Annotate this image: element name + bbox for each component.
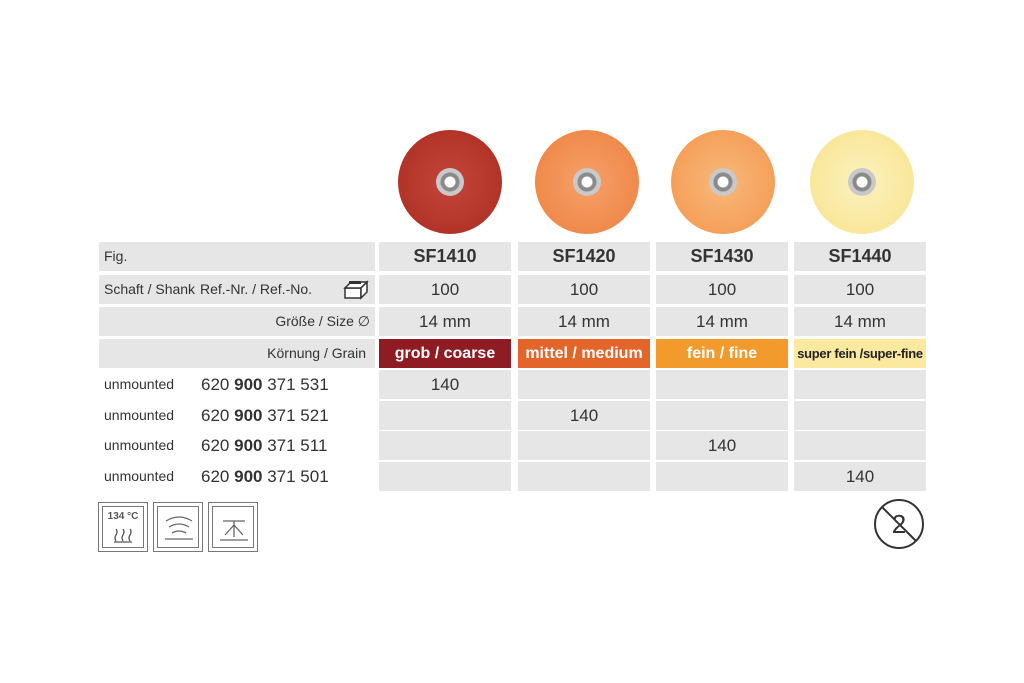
quantity-cell	[379, 401, 511, 430]
size-value: 14 mm	[794, 307, 926, 336]
quantity-cell	[794, 431, 926, 460]
ref-part-a: 620	[201, 406, 230, 425]
quantity-cell	[656, 462, 788, 491]
shank-value: 100	[379, 275, 511, 304]
quantity-cell: 140	[794, 462, 926, 491]
size-value: 14 mm	[518, 307, 650, 336]
sterilize-temp-label: 134 °C	[107, 511, 139, 522]
disc-sf1410	[398, 130, 502, 234]
quantity-cell	[794, 401, 926, 430]
product-code-header: SF1410	[379, 242, 511, 271]
mount-type-label: unmounted	[104, 437, 175, 453]
shank-type-icon	[343, 280, 369, 300]
ref-part-a: 620	[201, 467, 230, 486]
shank-label: Schaft / Shank	[104, 281, 196, 297]
refno-label: Ref.-Nr. / Ref.-No.	[200, 281, 313, 297]
disc-sf1420	[535, 130, 639, 234]
grain-value: super fein /super-fine	[794, 339, 926, 368]
grain-value: fein / fine	[656, 339, 788, 368]
ref-number: 620 900 371 501	[201, 462, 329, 491]
ultrasonic-clean-icon	[153, 502, 203, 552]
grain-row-label-cell	[99, 339, 375, 368]
grain-value: mittel / medium	[518, 339, 650, 368]
mount-type-label: unmounted	[104, 376, 175, 392]
shank-row-label-cell	[99, 275, 375, 304]
disc-hub	[436, 168, 464, 196]
steam-sterilize-icon: 134 °C	[98, 502, 148, 552]
ref-part-a: 620	[201, 375, 230, 394]
ref-part-b: 900	[234, 436, 263, 455]
size-value: 14 mm	[379, 307, 511, 336]
ref-number: 620 900 371 531	[201, 370, 329, 399]
mount-type-label: unmounted	[104, 468, 175, 484]
quantity-cell	[656, 401, 788, 430]
ref-part-b: 900	[234, 467, 263, 486]
grain-value: grob / coarse	[379, 339, 511, 368]
ref-part-c: 371 511	[267, 436, 328, 455]
quantity-cell	[794, 370, 926, 399]
quantity-cell	[518, 370, 650, 399]
quantity-cell	[656, 370, 788, 399]
ref-part-c: 371 521	[267, 406, 329, 425]
size-value: 14 mm	[656, 307, 788, 336]
quantity-cell: 140	[656, 431, 788, 460]
fig-row-label-cell	[99, 242, 375, 271]
disinfect-icon	[208, 502, 258, 552]
ref-part-c: 371 501	[267, 467, 329, 486]
ref-part-c: 371 531	[267, 375, 329, 394]
grain-label: Körnung / Grain	[267, 345, 366, 361]
size-label: Größe / Size ∅	[275, 313, 370, 329]
ref-part-b: 900	[234, 406, 263, 425]
ref-part-a: 620	[201, 436, 230, 455]
shank-value: 100	[656, 275, 788, 304]
disc-hub	[709, 168, 737, 196]
size-row-label-cell	[99, 307, 375, 336]
ref-part-b: 900	[234, 375, 263, 394]
quantity-cell: 140	[379, 370, 511, 399]
product-code-header: SF1430	[656, 242, 788, 271]
shank-value: 100	[518, 275, 650, 304]
disc-sf1430	[671, 130, 775, 234]
mount-type-label: unmounted	[104, 407, 175, 423]
product-code-header: SF1440	[794, 242, 926, 271]
ref-number: 620 900 371 511	[201, 431, 327, 460]
quantity-cell	[518, 431, 650, 460]
quantity-cell: 140	[518, 401, 650, 430]
quantity-cell	[379, 462, 511, 491]
disc-hub	[573, 168, 601, 196]
quantity-cell	[379, 431, 511, 460]
disc-sf1440	[810, 130, 914, 234]
single-use-icon: 2	[874, 499, 924, 549]
quantity-cell	[518, 462, 650, 491]
product-code-header: SF1420	[518, 242, 650, 271]
ref-number: 620 900 371 521	[201, 401, 329, 430]
shank-value: 100	[794, 275, 926, 304]
disc-hub	[848, 168, 876, 196]
fig-label: Fig.	[104, 248, 128, 264]
